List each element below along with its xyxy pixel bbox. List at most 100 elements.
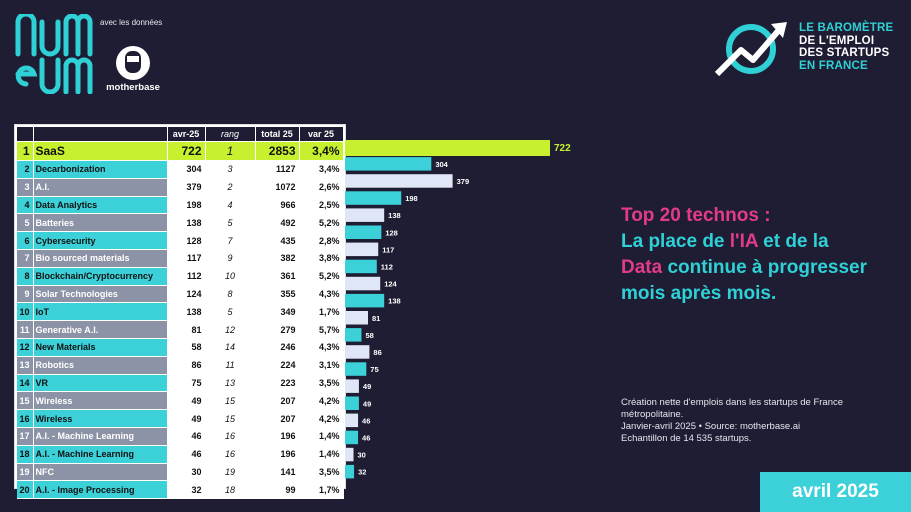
rank-number: 6: [17, 231, 34, 250]
technology-name: Wireless: [33, 391, 168, 411]
bar-9: [345, 276, 381, 291]
technology-name: Decarbonization: [33, 160, 168, 179]
avr25-value: 112: [167, 267, 206, 286]
technology-name: Robotics: [33, 356, 168, 375]
rank-number: 15: [17, 391, 34, 411]
rank-number: 7: [17, 249, 34, 268]
table-row: 1 SaaS 722 1 2853 3,4%: [17, 141, 344, 161]
avr25-value: 124: [167, 285, 206, 304]
table-row: 16 Wireless 49 15 207 4,2%: [17, 409, 344, 428]
technology-name: Generative A.I.: [33, 320, 168, 339]
rank-number: 3: [17, 178, 34, 197]
var25-value: 2,6%: [299, 178, 344, 197]
technology-name: A.I.: [33, 178, 168, 197]
total25-value: 141: [255, 463, 300, 482]
avec-les-donnees: avec les données: [100, 18, 163, 27]
avr25-value: 722: [167, 141, 206, 161]
technology-name: Data Analytics: [33, 196, 168, 215]
rang-value: 13: [205, 374, 256, 393]
rang-value: 16: [205, 427, 256, 446]
technology-name: A.I. - Machine Learning: [33, 427, 168, 446]
var25-value: 3,4%: [299, 141, 344, 161]
date-badge: avril 2025: [760, 472, 911, 512]
bar-label-1: 722: [554, 143, 571, 154]
total25-value: 2853: [255, 141, 300, 161]
technology-name: IoT: [33, 302, 168, 322]
total25-value: 492: [255, 213, 300, 233]
rang-value: 12: [205, 320, 256, 339]
barometre-title: LE BAROMÈTRE DE L'EMPLOI DES STARTUPS EN…: [799, 22, 893, 72]
var25-value: 3,5%: [299, 374, 344, 393]
table-row: 10 IoT 138 5 349 1,7%: [17, 302, 344, 322]
rang-value: 15: [205, 391, 256, 411]
bar-1: [345, 140, 550, 156]
total25-value: 224: [255, 356, 300, 375]
bar-label-8: 112: [381, 262, 393, 271]
var25-value: 1,7%: [299, 480, 344, 500]
rang-value: 5: [205, 213, 256, 233]
barometre-line-2: DE L'EMPLOI: [799, 34, 875, 47]
bar-14: [345, 362, 367, 376]
bar-7: [345, 242, 379, 257]
bar-4: [345, 191, 402, 205]
bar-label-4: 198: [405, 194, 418, 203]
var25-value: 1,4%: [299, 427, 344, 446]
rang-value: 16: [205, 445, 256, 464]
table-row: 11 Generative A.I. 81 12 279 5,7%: [17, 320, 344, 339]
bar-11: [345, 311, 368, 325]
avr25-value: 49: [167, 409, 206, 428]
technology-name: Bio sourced materials: [33, 249, 168, 268]
total25-value: 355: [255, 285, 300, 304]
bar-label-11: 81: [372, 314, 380, 323]
numeum-logo: [15, 14, 93, 94]
technology-name: New Materials: [33, 338, 168, 357]
table-row: 20 A.I. - Image Processing 32 18 99 1,7%: [17, 480, 344, 500]
technology-name: Cybersecurity: [33, 231, 168, 250]
technology-name: Blockchain/Cryptocurrency: [33, 267, 168, 286]
var25-value: 5,7%: [299, 320, 344, 339]
rang-value: 8: [205, 285, 256, 304]
rang-value: 5: [205, 302, 256, 322]
avr25-value: 117: [167, 249, 206, 268]
avr25-value: 46: [167, 445, 206, 464]
table-row: 12 New Materials 58 14 246 4,3%: [17, 338, 344, 357]
technology-name: A.I. - Image Processing: [33, 480, 168, 500]
table-row: 4 Data Analytics 198 4 966 2,5%: [17, 196, 344, 215]
bar-8: [345, 259, 377, 274]
var25-value: 3,5%: [299, 463, 344, 482]
rank-number: 5: [17, 213, 34, 233]
total25-value: 246: [255, 338, 300, 357]
rang-value: 7: [205, 231, 256, 250]
technology-name: A.I. - Machine Learning: [33, 445, 168, 464]
rang-value: 18: [205, 480, 256, 500]
avr25-value: 128: [167, 231, 206, 250]
bar-label-13: 86: [373, 348, 381, 357]
headline-2c: et de la: [757, 231, 829, 252]
total25-value: 196: [255, 427, 300, 446]
rank-number: 19: [17, 463, 34, 482]
note-line-3: Janvier-avril 2025 • Source: motherbase.…: [621, 421, 801, 432]
rank-number: 1: [17, 141, 34, 161]
motherbase-label: motherbase: [106, 82, 160, 93]
avr25-value: 86: [167, 356, 206, 375]
rank-number: 13: [17, 356, 34, 375]
table-row: 5 Batteries 138 5 492 5,2%: [17, 213, 344, 233]
avr25-value: 81: [167, 320, 206, 339]
technology-name: Batteries: [33, 213, 168, 233]
avr25-value: 49: [167, 391, 206, 411]
table-row: 13 Robotics 86 11 224 3,1%: [17, 356, 344, 375]
total25-value: 196: [255, 445, 300, 464]
rang-value: 9: [205, 249, 256, 268]
bar-10: [345, 293, 385, 308]
table-row: 9 Solar Technologies 124 8 355 4,3%: [17, 285, 344, 304]
bar-label-18: 46: [362, 433, 370, 442]
bar-label-12: 58: [365, 331, 373, 340]
bar-2: [345, 157, 432, 171]
bar-20: [345, 464, 355, 479]
total25-value: 279: [255, 320, 300, 339]
headline: Top 20 technos : La place de l'IA et de …: [621, 203, 867, 307]
var25-value: 3,4%: [299, 160, 344, 179]
var25-value: 4,3%: [299, 285, 344, 304]
rank-number: 18: [17, 445, 34, 464]
